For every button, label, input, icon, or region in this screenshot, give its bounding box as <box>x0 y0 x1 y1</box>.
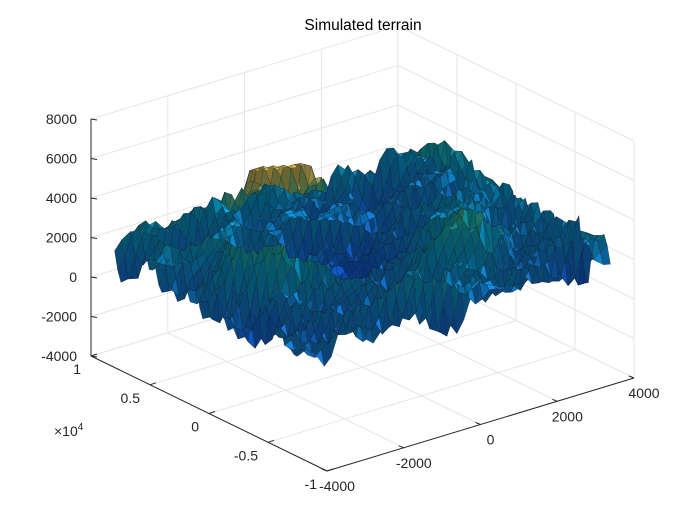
z-tick-mark <box>90 355 98 358</box>
x-tick-mark <box>321 468 328 472</box>
y-tick-label: 0 <box>191 419 199 435</box>
axes-lines <box>90 118 635 472</box>
z-tick-label: 2000 <box>46 230 77 246</box>
z-tick-mark <box>90 118 98 121</box>
y-axis-multiplier: ×104 <box>54 422 84 439</box>
y-tick-label: -0.5 <box>234 447 258 463</box>
z-tick-mark <box>90 237 98 239</box>
z-tick-label: -4000 <box>41 348 77 364</box>
z-tick-mark <box>90 197 98 200</box>
x-tick-label: 4000 <box>628 385 659 401</box>
y-tick-mark <box>149 382 157 386</box>
z-tick-mark <box>90 316 98 318</box>
y-tick-label: 1 <box>73 361 81 377</box>
x-tick-label: -4000 <box>319 478 355 494</box>
z-tick-label: 8000 <box>46 111 77 127</box>
y-tick-label: -1 <box>305 476 318 492</box>
x-tick-label: 0 <box>487 432 495 448</box>
x-tick-mark <box>552 398 558 402</box>
x-tick-label: -2000 <box>396 455 432 471</box>
x-tick-mark <box>475 422 481 425</box>
z-tick-label: 4000 <box>46 190 77 206</box>
gridline <box>208 320 517 414</box>
z-tick-label: -2000 <box>41 309 77 325</box>
terrain-surface <box>114 139 611 367</box>
y-tick-mark <box>208 411 216 414</box>
gridline <box>267 348 576 443</box>
x-tick-mark <box>628 375 635 379</box>
surface-face <box>114 239 125 272</box>
y-tick-mark <box>267 439 275 443</box>
axes-tick-labels: -4000-2000020004000-1-0.500.51-4000-2000… <box>41 111 660 494</box>
x-tick-mark <box>398 445 404 449</box>
chart-title: Simulated terrain <box>304 17 421 34</box>
z-tick-mark <box>90 276 98 279</box>
y-tick-mark <box>326 468 334 472</box>
z-tick-mark <box>90 158 98 160</box>
x-tick-label: 2000 <box>552 408 583 424</box>
z-tick-label: 0 <box>69 269 77 285</box>
y-tick-label: 0.5 <box>121 390 141 406</box>
z-tick-label: 6000 <box>46 151 77 167</box>
